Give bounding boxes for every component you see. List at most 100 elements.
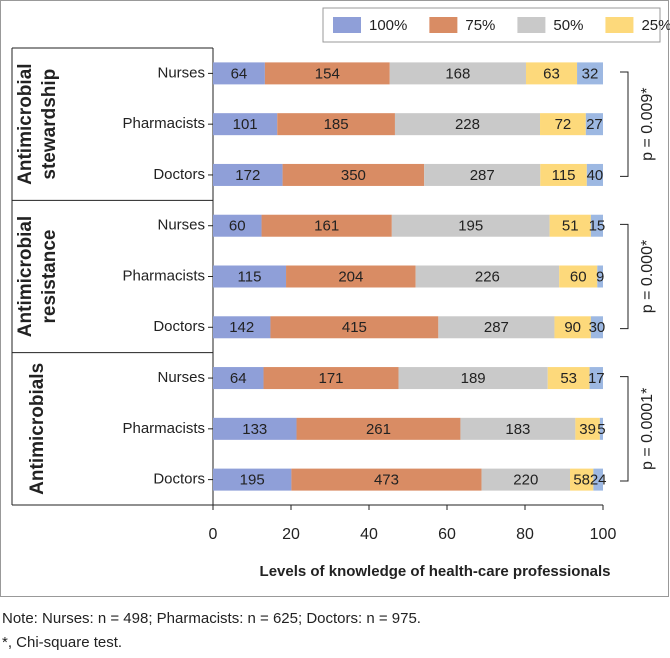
data-label: 115 [552,167,576,184]
data-label: 195 [240,472,265,489]
bar-segment [291,468,482,491]
bar-segment [481,468,571,491]
data-label: 63 [543,65,560,82]
data-label: 27 [586,116,603,133]
bar-segment [264,62,390,85]
legend-label: 75% [465,17,495,34]
bar-segment [575,417,600,440]
bar-segment [261,214,392,237]
data-label: 261 [366,421,391,438]
data-label: 24 [590,472,607,489]
data-label: 17 [588,370,605,387]
bar-segment [597,265,603,288]
data-label: 9 [596,268,604,285]
data-label: 40 [587,167,604,184]
data-label: 32 [582,65,599,82]
legend-label: 50% [553,17,583,34]
legend-label: 100% [369,17,407,34]
p-value: p = 0.009* [639,87,656,160]
bracket [620,223,629,330]
bar-segment [270,316,439,339]
data-label: 415 [342,319,367,336]
bar-segment [398,367,548,390]
bar-segment [213,214,262,237]
bar-segment [438,316,555,339]
x-tick-label: 60 [438,526,456,543]
data-label: 226 [475,268,500,285]
bar-segment [589,367,603,390]
bar-segment [540,163,587,186]
data-label: 58 [573,472,590,489]
bar-segment [549,214,591,237]
bar-segment [547,367,590,390]
x-tick-label: 80 [516,526,534,543]
data-label: 473 [374,472,399,489]
y-tick-label: Doctors [153,166,205,183]
legend-swatch [605,17,634,33]
data-label: 161 [314,218,339,235]
bar-segment [296,417,461,440]
data-label: 185 [324,116,349,133]
bar-segment [213,62,265,85]
note: *, Chi-square test. [2,634,122,651]
bar-segment [554,316,591,339]
data-label: 60 [570,268,587,285]
data-label: 115 [238,268,262,285]
data-label: 228 [455,116,480,133]
legend-frame [322,7,661,43]
data-label: 90 [564,319,581,336]
bar-segment [415,265,560,288]
data-label: 64 [230,370,247,387]
bar-segment [277,113,395,136]
data-label: 64 [231,65,248,82]
x-tick-label: 40 [360,526,378,543]
group-label: stewardship [39,69,60,180]
data-label: 51 [562,218,579,235]
data-label: 101 [233,116,258,133]
bar-segment [424,163,541,186]
data-label: 5 [597,421,605,438]
bar-segment [389,62,526,85]
group-label: Antimicrobial [15,63,36,184]
bar-segment [540,113,586,136]
data-label: 60 [229,218,246,235]
x-tick-label: 100 [590,526,617,543]
bracket [620,376,629,482]
data-label: 287 [470,167,495,184]
legend-swatch [333,17,361,33]
bar-segment [263,367,399,390]
y-tick-label: Doctors [153,471,205,488]
bar-segment [585,113,603,136]
bar-segment [213,113,278,136]
x-tick-label: 20 [282,526,300,543]
y-tick-label: Pharmacists [122,267,205,284]
data-label: 220 [513,472,538,489]
legend: 100%75%50%25%0% [322,7,670,43]
x-axis-label: Levels of knowledge of health-care profe… [260,563,611,580]
bar-segment [213,265,287,288]
data-label: 72 [555,116,572,133]
bar-segment [590,214,603,237]
bar-segment [593,468,603,491]
bar-segment [599,417,603,440]
group-label: Antimicrobials [27,363,48,495]
y-tick-label: Nurses [157,64,205,81]
bar-segment [577,62,603,85]
chart-frame [0,0,669,597]
bar-segment [213,468,292,491]
y-tick-label: Pharmacists [122,115,205,132]
data-label: 15 [589,218,606,235]
data-label: 189 [461,370,486,387]
data-label: 287 [484,319,509,336]
bar-segment [286,265,416,288]
legend-label: 25% [641,17,670,34]
data-label: 350 [341,167,366,184]
p-value: p = 0.000* [639,240,656,313]
data-label: 53 [560,370,577,387]
bar-segment [394,113,541,136]
bar-segment [460,417,576,440]
note: Note: Nurses: n = 498; Pharmacists: n = … [2,610,421,627]
bar-segment [590,316,603,339]
bar-segment [213,163,283,186]
